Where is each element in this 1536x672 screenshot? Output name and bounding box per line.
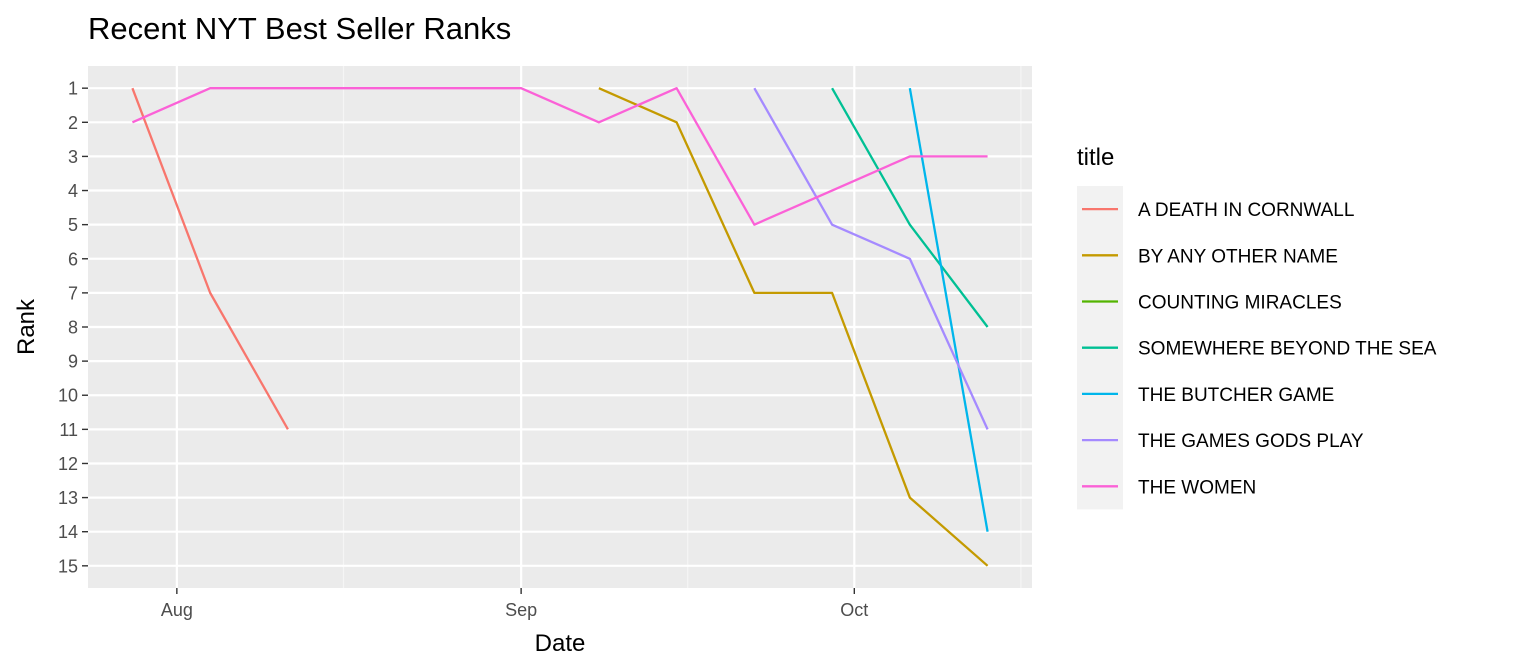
series-line-2	[598, 87, 989, 567]
legend-label-7: THE WOMEN	[1138, 477, 1256, 498]
series-line-7	[131, 87, 988, 226]
y-tick-label: 14	[58, 522, 78, 542]
legend-label-2: BY ANY OTHER NAME	[1138, 246, 1338, 267]
series-line-4	[831, 87, 989, 328]
legend-label-4: SOMEWHERE BEYOND THE SEA	[1138, 339, 1437, 360]
y-tick-label: 9	[68, 352, 78, 372]
y-tick-label: 3	[68, 147, 78, 167]
legend-label-3: COUNTING MIRACLES	[1138, 293, 1342, 314]
grid-major	[88, 66, 1032, 588]
y-tick-label: 11	[59, 420, 78, 440]
series-line-5	[908, 87, 989, 532]
y-tick-label: 10	[58, 386, 78, 406]
legend-title: title	[1077, 144, 1114, 171]
series-line-1	[131, 87, 289, 430]
legend: A DEATH IN CORNWALL BY ANY OTHER NAME COUN…	[1077, 186, 1437, 510]
x-axis: Aug Sep Oct	[161, 588, 868, 620]
y-tick-label: 12	[58, 454, 78, 474]
y-tick-label: 1	[68, 79, 78, 99]
x-tick-label: Oct	[840, 600, 868, 620]
x-tick-label: Aug	[161, 600, 193, 620]
y-tick-label: 8	[68, 318, 78, 338]
y-tick-label: 6	[68, 249, 78, 269]
series-line-6	[753, 87, 989, 430]
x-axis-title: Date	[535, 630, 586, 657]
y-tick-label: 7	[68, 283, 78, 303]
legend-label-6: THE GAMES GODS PLAY	[1138, 431, 1364, 452]
y-tick-label: 5	[68, 215, 78, 235]
chart-title: Recent NYT Best Seller Ranks	[88, 11, 511, 46]
legend-label-5: THE BUTCHER GAME	[1138, 385, 1334, 406]
legend-label-1: A DEATH IN CORNWALL	[1138, 200, 1354, 221]
y-tick-label: 15	[58, 556, 78, 576]
y-tick-label: 13	[58, 488, 78, 508]
y-tick-label: 2	[68, 113, 78, 133]
y-axis-title: Rank	[13, 298, 40, 355]
y-tick-label: 4	[68, 181, 78, 201]
x-tick-label: Sep	[505, 600, 537, 620]
series-lines	[131, 87, 989, 567]
